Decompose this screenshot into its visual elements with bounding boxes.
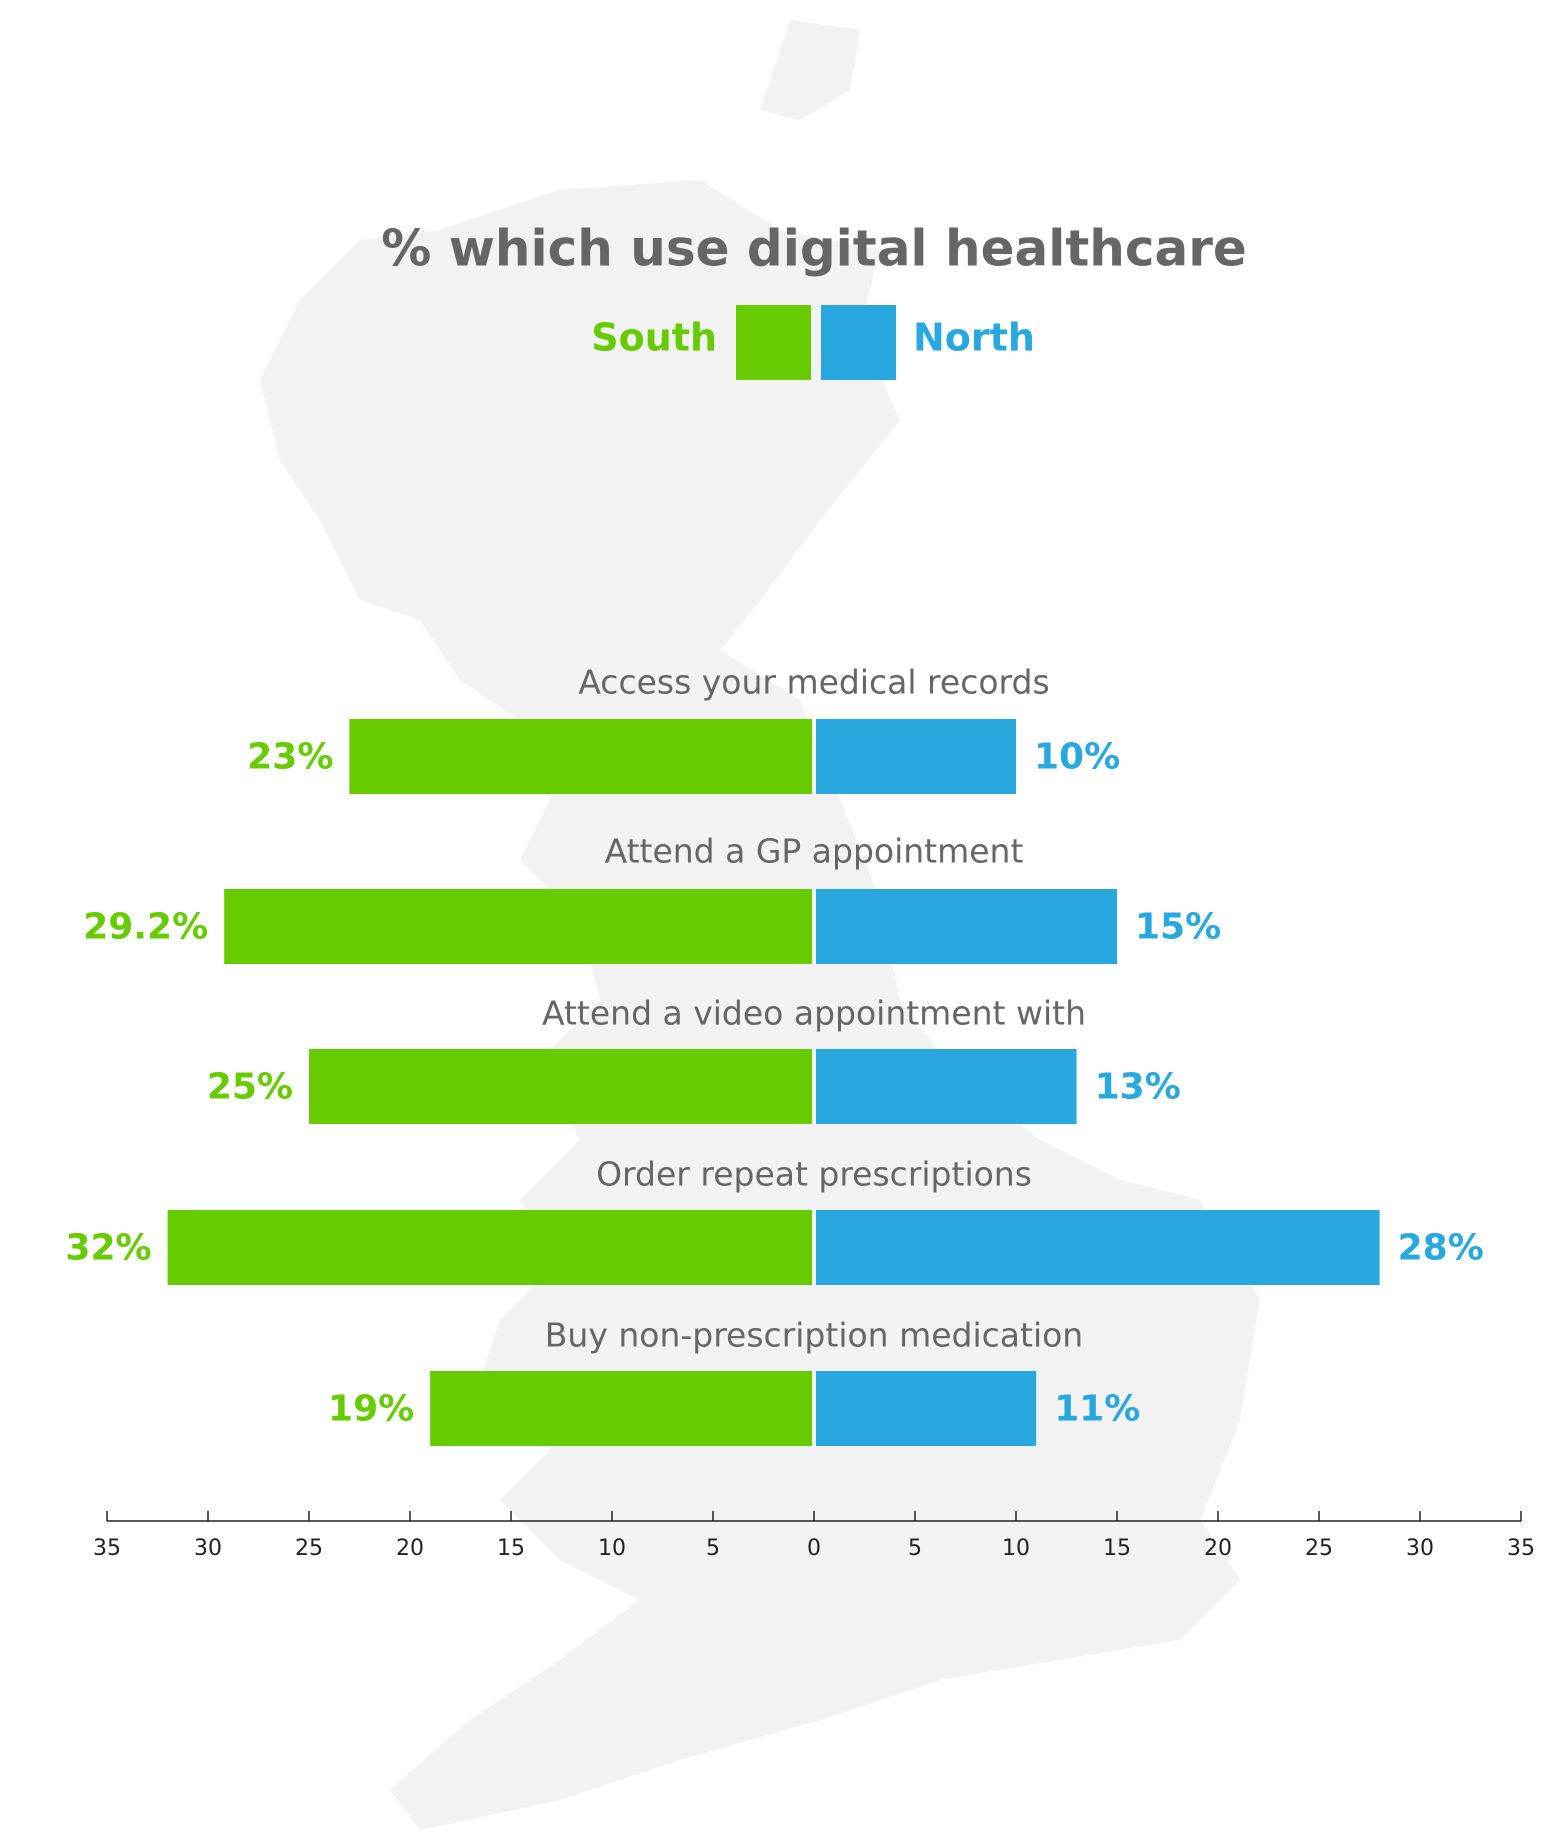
bar [349, 719, 812, 794]
category-label: Attend a video appointment with [542, 994, 1086, 1033]
x-tick-label: 25 [295, 1536, 323, 1561]
x-tick-label: 25 [1305, 1536, 1333, 1561]
legend-swatch [821, 305, 896, 380]
bar [816, 719, 1016, 794]
value-label: 23% [247, 737, 333, 778]
x-tick-label: 20 [396, 1536, 424, 1561]
bar [816, 1210, 1380, 1285]
bar [816, 889, 1117, 964]
category-label: Attend a GP appointment [605, 832, 1024, 871]
value-label: 10% [1034, 737, 1120, 778]
bar [816, 1371, 1037, 1446]
x-tick-label: 0 [807, 1536, 821, 1561]
bar [224, 889, 812, 964]
category-label: Buy non-prescription medication [545, 1316, 1083, 1355]
x-tick-label: 30 [1406, 1536, 1434, 1561]
x-tick-label: 35 [1507, 1536, 1535, 1561]
value-label: 11% [1054, 1389, 1140, 1430]
x-tick-label: 15 [1103, 1536, 1131, 1561]
value-label: 28% [1398, 1228, 1484, 1269]
bar [816, 1049, 1077, 1124]
category-label: Order repeat prescriptions [596, 1155, 1032, 1194]
value-label: 19% [328, 1389, 414, 1430]
x-tick-label: 15 [497, 1536, 525, 1561]
value-label: 15% [1135, 907, 1221, 948]
legend-swatch [736, 305, 811, 380]
x-tick-label: 5 [908, 1536, 922, 1561]
x-tick-label: 5 [706, 1536, 720, 1561]
value-label: 13% [1095, 1067, 1181, 1108]
x-tick-label: 30 [194, 1536, 222, 1561]
value-label: 25% [207, 1067, 293, 1108]
bar [430, 1371, 812, 1446]
category-label: Access your medical records [578, 663, 1049, 702]
value-label: 32% [65, 1228, 151, 1269]
legend-label: North [913, 316, 1035, 360]
bar [309, 1049, 812, 1124]
x-tick-label: 10 [598, 1536, 626, 1561]
value-label: 29.2% [83, 907, 208, 948]
x-tick-label: 20 [1204, 1536, 1232, 1561]
chart-title: % which use digital healthcare [381, 220, 1247, 278]
legend-label: South [591, 316, 717, 360]
bar [167, 1210, 813, 1285]
x-tick-label: 35 [93, 1536, 121, 1561]
x-tick-label: 10 [1002, 1536, 1030, 1561]
